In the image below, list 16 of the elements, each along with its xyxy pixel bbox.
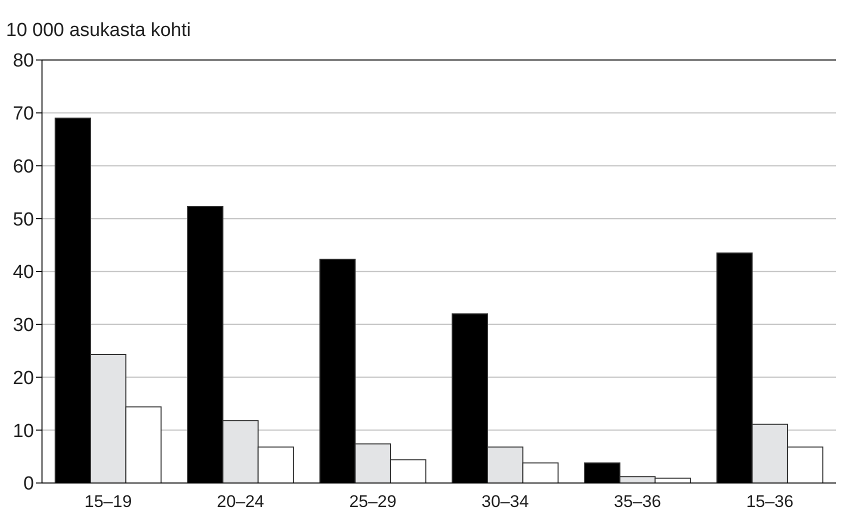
y-tick-label: 10: [12, 420, 34, 442]
y-axis-title: 10 000 asukasta kohti: [6, 20, 191, 41]
y-tick-label: 20: [12, 368, 34, 389]
y-tick-label: 50: [12, 209, 34, 230]
y-tick-label: 80: [12, 50, 34, 72]
y-tick-label: 30: [12, 315, 34, 336]
y-tick-label: 40: [12, 262, 34, 284]
y-tick-label: 70: [12, 104, 34, 125]
x-tick-label: 30–34: [482, 492, 529, 511]
x-tick-label: 15–36: [746, 492, 794, 511]
x-tick-label: 25–29: [349, 492, 396, 511]
x-tick-label: 15–19: [84, 492, 132, 511]
x-tick-label: 20–24: [216, 492, 264, 511]
y-tick-label: 60: [12, 156, 34, 178]
x-tick-label: 35–36: [614, 492, 662, 511]
y-tick-label: 0: [23, 474, 34, 495]
